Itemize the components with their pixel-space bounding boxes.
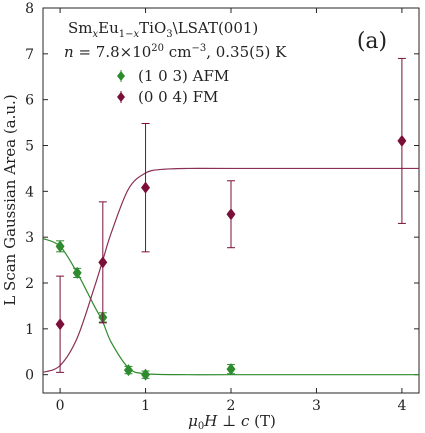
y-axis-label: L Scan Gaussian Area (a.u.) [1, 94, 19, 305]
y-tick-label: 2 [25, 276, 34, 292]
legend-marker-afm [117, 70, 125, 82]
legend: (1 0 3) AFM (0 0 4) FM [117, 67, 229, 106]
y-tick-label: 6 [25, 93, 34, 109]
data-point-s0-4 [141, 368, 151, 381]
legend-label-afm: (1 0 3) AFM [138, 67, 229, 85]
x-tick-label: 2 [227, 398, 236, 414]
y-tick-label: 0 [25, 368, 34, 384]
x-tick-label: 4 [397, 398, 406, 414]
legend-label-fm: (0 0 4) FM [138, 88, 218, 106]
data-point-s0-3 [123, 364, 133, 377]
y-tick-label: 3 [25, 230, 34, 246]
data-point-s1-4 [397, 57, 407, 224]
axis-ticks: 0 1 2 3 4 0 1 2 3 4 5 6 7 8 [25, 1, 419, 414]
annotation-line-2: n = 7.8×1020 cm−3, 0.35(5) K [64, 43, 287, 61]
data-point-s0-0 [55, 240, 65, 253]
x-axis-label: μ0H ⊥ c (T) [188, 412, 276, 432]
y-tick-label: 4 [25, 184, 34, 200]
x-tick-label: 0 [56, 398, 65, 414]
y-tick-label: 7 [25, 47, 34, 63]
x-tick-label: 1 [141, 398, 150, 414]
data-points [55, 57, 407, 381]
legend-marker-fm [117, 91, 125, 103]
data-point-s1-1 [98, 201, 108, 324]
fit-curve-1 [42, 167, 419, 373]
data-point-s1-2 [141, 123, 151, 253]
x-tick-label: 3 [312, 398, 321, 414]
data-point-s0-5 [226, 363, 236, 376]
annotation-line-1: SmxEu1−xTiO3\LSAT(001) [68, 19, 258, 40]
data-point-s0-1 [72, 266, 82, 279]
data-point-s1-0 [55, 275, 65, 373]
y-tick-label: 1 [25, 322, 34, 338]
data-point-s1-3 [226, 180, 236, 249]
y-tick-label: 5 [25, 139, 34, 155]
panel-label: (a) [357, 29, 387, 54]
y-tick-label: 8 [25, 1, 34, 17]
